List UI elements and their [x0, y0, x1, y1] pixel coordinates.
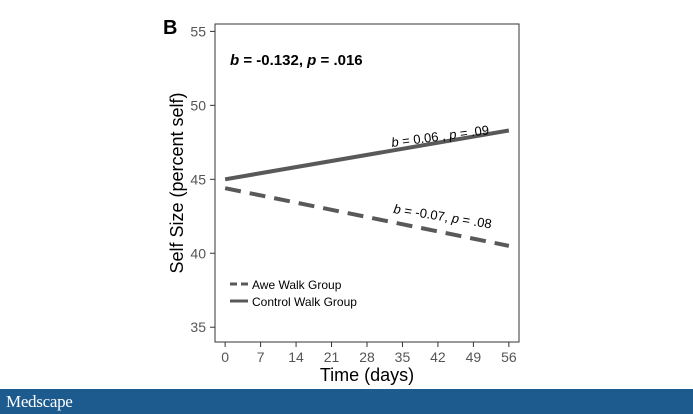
legend-label-control: Control Walk Group — [252, 295, 357, 309]
control-walk-line — [224, 128, 510, 182]
x-tick-label: 28 — [359, 349, 375, 365]
chart: B 35 40 45 50 55 0 7 14 21 28 35 42 49 56 Self Size … — [163, 17, 520, 385]
x-axis-label: Time (days) — [320, 365, 414, 385]
x-tick-label: 42 — [430, 349, 446, 365]
panel-label: B — [163, 17, 177, 39]
x-axis: 0 7 14 21 28 35 42 49 56 — [221, 342, 517, 365]
x-tick-label: 21 — [324, 349, 340, 365]
y-axis-label: Self Size (percent self) — [167, 92, 187, 273]
x-tick-label: 56 — [501, 349, 517, 365]
awe-stat: b = -0.07, p = .08 — [393, 201, 493, 231]
y-tick-label: 55 — [190, 23, 206, 39]
y-axis: 35 40 45 50 55 — [190, 23, 215, 335]
legend: Awe Walk Group Control Walk Group — [230, 278, 357, 309]
legend-label-awe: Awe Walk Group — [252, 278, 342, 292]
footer-bar: Medscape — [0, 389, 693, 414]
brand-logo: Medscape — [6, 392, 73, 411]
y-tick-label: 40 — [190, 245, 206, 261]
x-tick-label: 49 — [466, 349, 482, 365]
x-tick-label: 14 — [288, 349, 304, 365]
y-tick-label: 50 — [190, 97, 206, 113]
x-tick-label: 0 — [221, 349, 229, 365]
series-lines — [224, 128, 510, 248]
control-stat: b = 0.06 , p = .09 — [390, 122, 489, 150]
x-tick-label: 7 — [257, 349, 265, 365]
interaction-stat: b = -0.132, p = .016 — [230, 52, 363, 69]
y-tick-label: 35 — [190, 319, 206, 335]
y-tick-label: 45 — [190, 171, 206, 187]
x-tick-label: 35 — [395, 349, 411, 365]
